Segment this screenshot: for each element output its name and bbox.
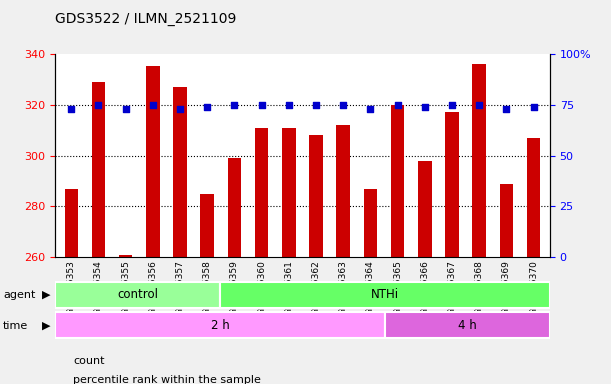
Bar bbox=[119, 255, 133, 257]
Text: agent: agent bbox=[3, 290, 35, 300]
Bar bbox=[472, 64, 486, 257]
Bar bbox=[364, 189, 377, 257]
Point bbox=[311, 101, 321, 108]
Point bbox=[393, 101, 403, 108]
FancyBboxPatch shape bbox=[220, 282, 550, 308]
Point bbox=[284, 101, 294, 108]
FancyBboxPatch shape bbox=[55, 313, 385, 338]
Bar bbox=[309, 135, 323, 257]
Point bbox=[93, 101, 103, 108]
Point bbox=[447, 101, 457, 108]
Bar bbox=[445, 112, 459, 257]
Bar bbox=[174, 87, 187, 257]
Bar bbox=[282, 127, 296, 257]
Point bbox=[474, 101, 484, 108]
Text: control: control bbox=[117, 288, 158, 301]
Text: ▶: ▶ bbox=[42, 321, 50, 331]
Text: 4 h: 4 h bbox=[458, 319, 477, 332]
Point bbox=[420, 104, 430, 110]
Bar bbox=[255, 127, 268, 257]
Text: ▶: ▶ bbox=[42, 290, 50, 300]
Text: GDS3522 / ILMN_2521109: GDS3522 / ILMN_2521109 bbox=[55, 12, 236, 25]
Point bbox=[529, 104, 538, 110]
Point bbox=[121, 106, 131, 112]
Point bbox=[257, 101, 266, 108]
Point bbox=[230, 101, 240, 108]
Text: count: count bbox=[73, 356, 105, 366]
Bar bbox=[92, 82, 105, 257]
Text: time: time bbox=[3, 321, 28, 331]
Text: percentile rank within the sample: percentile rank within the sample bbox=[73, 375, 261, 384]
Text: 2 h: 2 h bbox=[211, 319, 229, 332]
Bar bbox=[146, 66, 159, 257]
Point bbox=[148, 101, 158, 108]
Point bbox=[502, 106, 511, 112]
Text: NTHi: NTHi bbox=[371, 288, 399, 301]
Point bbox=[175, 106, 185, 112]
Point bbox=[67, 106, 76, 112]
Bar bbox=[200, 194, 214, 257]
Bar bbox=[527, 138, 540, 257]
Bar bbox=[228, 158, 241, 257]
Bar bbox=[500, 184, 513, 257]
Bar bbox=[65, 189, 78, 257]
Point bbox=[202, 104, 212, 110]
Bar bbox=[391, 104, 404, 257]
Bar bbox=[418, 161, 431, 257]
Bar bbox=[337, 125, 350, 257]
FancyBboxPatch shape bbox=[55, 282, 220, 308]
Point bbox=[365, 106, 375, 112]
Point bbox=[338, 101, 348, 108]
FancyBboxPatch shape bbox=[385, 313, 550, 338]
